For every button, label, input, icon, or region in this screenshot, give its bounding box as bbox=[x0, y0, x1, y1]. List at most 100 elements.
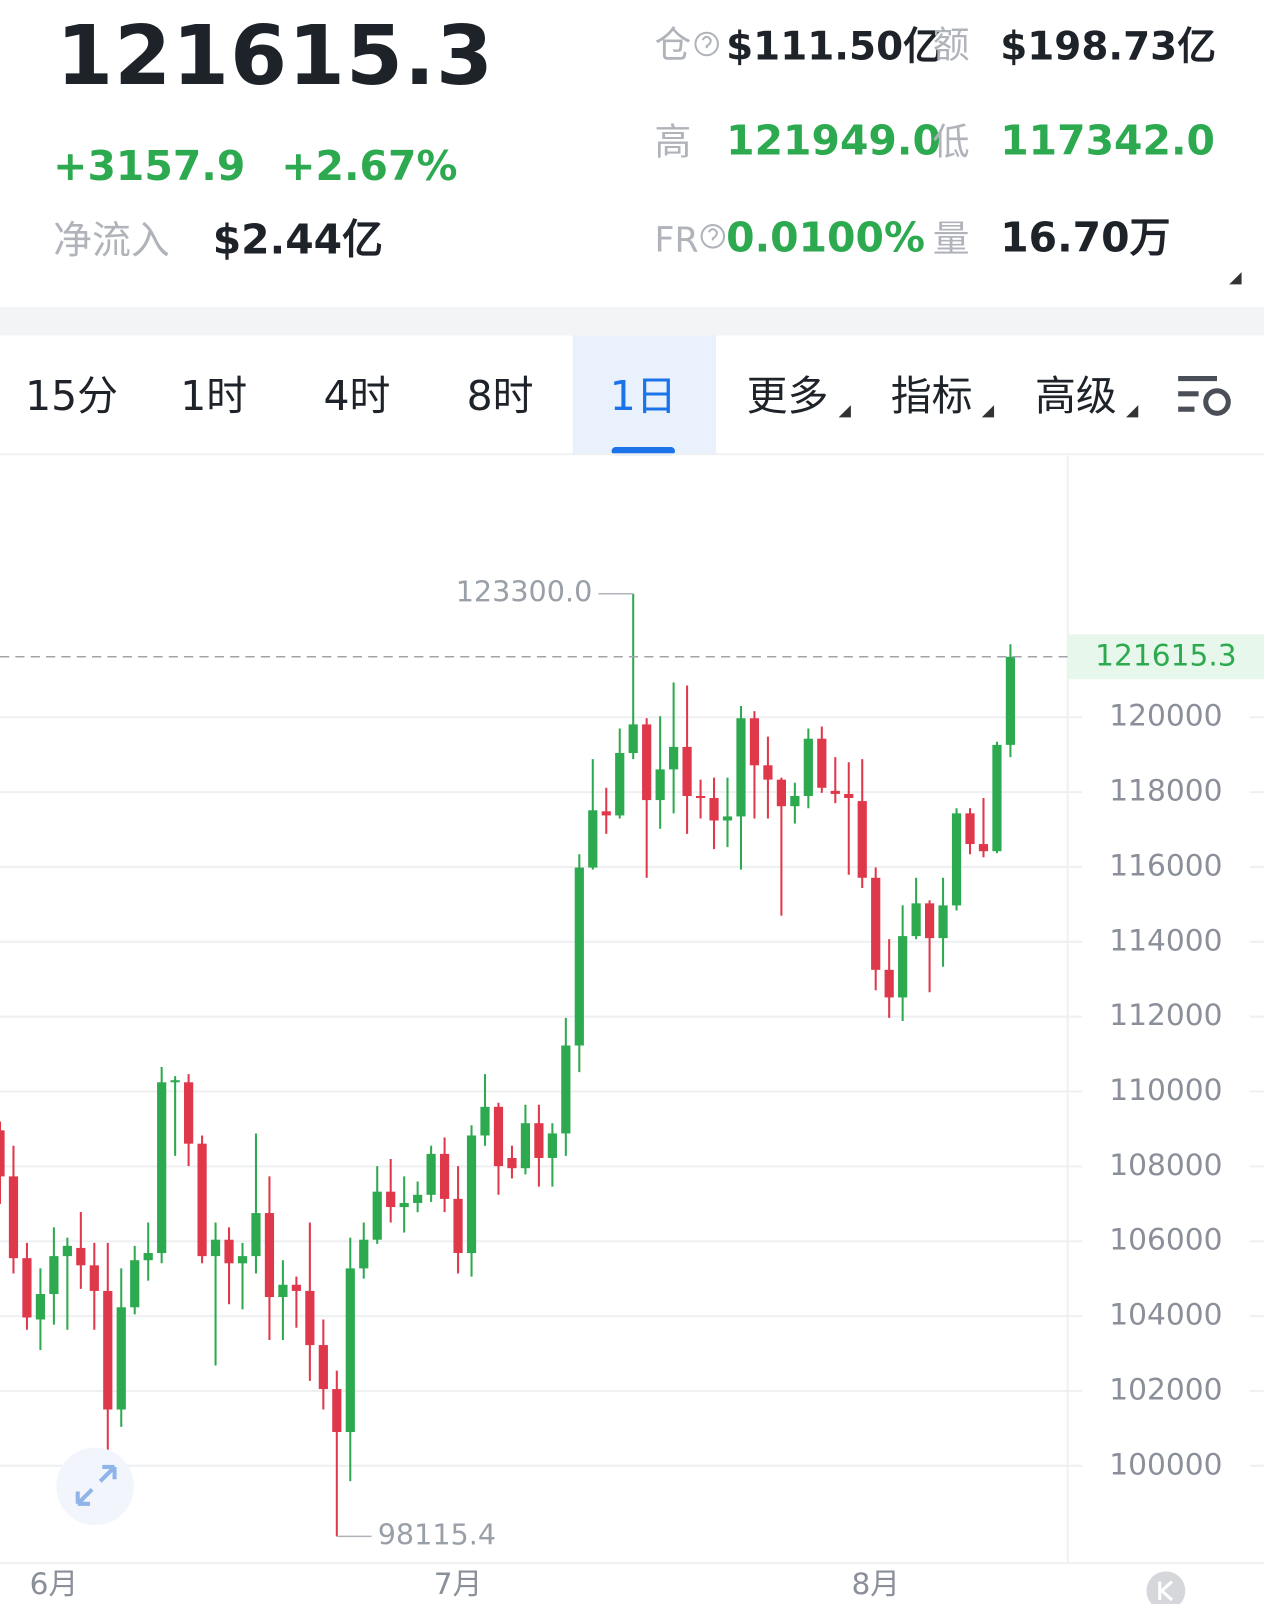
tab[interactable]: 4时 bbox=[323, 373, 391, 421]
candle-body bbox=[884, 969, 894, 998]
candle-body bbox=[480, 1106, 490, 1136]
high-label: 高 bbox=[654, 121, 692, 164]
candle-body bbox=[547, 1133, 557, 1158]
candle-body bbox=[776, 779, 786, 807]
settings-icon[interactable] bbox=[1178, 375, 1231, 416]
tab[interactable]: 15分 bbox=[25, 373, 119, 421]
candle-body bbox=[615, 753, 625, 816]
candlestick-chart: 100000 102000 104000 106000 108000 110000 1120… bbox=[0, 455, 1264, 1601]
price-change-pct: +2.67% bbox=[281, 143, 458, 191]
candle-body bbox=[830, 790, 840, 794]
oi-label: 仓 bbox=[654, 24, 692, 67]
candle-body bbox=[763, 765, 773, 780]
candle-body bbox=[372, 1191, 382, 1240]
y-tick-label: 106000 bbox=[1109, 1222, 1222, 1257]
candle-body bbox=[911, 903, 921, 937]
candle-body bbox=[35, 1294, 46, 1320]
candle-body bbox=[399, 1202, 409, 1208]
candle-body bbox=[844, 793, 854, 799]
net-inflow-label: 净流入 bbox=[53, 217, 170, 263]
candle-body bbox=[1005, 656, 1016, 745]
tab[interactable]: 高级 bbox=[1034, 373, 1117, 421]
high: 121949.0 bbox=[726, 117, 941, 165]
candle-body bbox=[76, 1247, 86, 1266]
low-annotation: 98115.4 bbox=[378, 1517, 496, 1551]
candle-body bbox=[453, 1198, 463, 1254]
candle-body bbox=[507, 1157, 517, 1169]
tab-selected[interactable]: 1日 bbox=[609, 373, 677, 421]
candle-body bbox=[224, 1239, 234, 1264]
candle-body bbox=[0, 1130, 5, 1177]
y-tick-label: 112000 bbox=[1109, 997, 1222, 1032]
tab[interactable]: 指标 bbox=[890, 373, 973, 421]
header-shapes bbox=[0, 31, 1264, 456]
expand-triangle[interactable] bbox=[1229, 272, 1242, 285]
candle-body bbox=[695, 795, 706, 799]
selected-tab-bg bbox=[572, 335, 716, 455]
candle-body bbox=[951, 813, 962, 906]
candle-body bbox=[251, 1213, 261, 1257]
candle-body bbox=[291, 1284, 301, 1291]
candle-body bbox=[790, 795, 800, 807]
last-price-label: 121615.3 bbox=[1095, 637, 1236, 672]
x-tick-label: 8月 bbox=[851, 1566, 900, 1601]
logo-badge bbox=[1146, 1571, 1186, 1604]
amount: $198.73亿 bbox=[1000, 23, 1217, 69]
candle-body bbox=[345, 1268, 355, 1433]
net-inflow: $2.44亿 bbox=[212, 216, 384, 264]
candle-body bbox=[938, 905, 948, 939]
candle-body bbox=[520, 1123, 531, 1169]
candle-body bbox=[992, 744, 1002, 852]
candle-body bbox=[386, 1191, 396, 1208]
y-tick-label: 120000 bbox=[1109, 698, 1222, 733]
candle-body bbox=[871, 877, 881, 970]
volume-label: 量 bbox=[932, 218, 970, 261]
candle-body bbox=[561, 1045, 571, 1134]
candle-body bbox=[332, 1389, 342, 1433]
candle-body bbox=[130, 1260, 140, 1308]
candle-body bbox=[857, 801, 867, 878]
y-tick-label: 116000 bbox=[1109, 847, 1222, 882]
funding-rate: 0.0100% bbox=[726, 214, 925, 262]
y-tick-label: 104000 bbox=[1109, 1297, 1222, 1332]
candle-body bbox=[655, 769, 665, 801]
candle-body bbox=[426, 1153, 436, 1195]
candle-body bbox=[305, 1290, 315, 1346]
fr-label: FR bbox=[654, 219, 699, 261]
candle-body bbox=[709, 798, 719, 821]
candle-body bbox=[184, 1082, 194, 1144]
y-tick-label: 100000 bbox=[1109, 1446, 1222, 1481]
candle-body bbox=[116, 1307, 126, 1410]
candle-body bbox=[439, 1153, 450, 1199]
tab[interactable]: 更多 bbox=[746, 373, 829, 421]
candle-body bbox=[8, 1176, 19, 1259]
fullscreen-button[interactable] bbox=[56, 1447, 134, 1526]
separator bbox=[0, 306, 1264, 336]
candle-body bbox=[601, 811, 611, 816]
y-tick-label: 110000 bbox=[1109, 1072, 1222, 1107]
candle-body bbox=[898, 936, 908, 998]
y-tick-label: 108000 bbox=[1109, 1147, 1222, 1182]
y-tick-label: 102000 bbox=[1109, 1371, 1222, 1406]
high-annotation: 123300.0 bbox=[456, 575, 593, 609]
candle-body bbox=[22, 1258, 32, 1318]
candle-body bbox=[736, 718, 746, 817]
candle-body bbox=[803, 738, 813, 796]
dropdown-arrows bbox=[838, 405, 1139, 418]
tab[interactable]: 8时 bbox=[466, 373, 534, 421]
volume: 16.70万 bbox=[1000, 214, 1171, 262]
x-tick-label: 6月 bbox=[30, 1566, 79, 1601]
candle-body bbox=[924, 903, 935, 939]
candle-body bbox=[197, 1143, 207, 1257]
candle-body bbox=[278, 1284, 288, 1298]
candle-body bbox=[722, 816, 733, 821]
tab[interactable]: 1时 bbox=[180, 373, 248, 421]
last-price-box bbox=[1067, 634, 1264, 680]
candle-body bbox=[628, 724, 638, 754]
candle-body bbox=[318, 1345, 328, 1390]
candle-body bbox=[682, 746, 692, 796]
candle-body bbox=[466, 1135, 477, 1254]
y-tick-label: 114000 bbox=[1109, 922, 1222, 957]
